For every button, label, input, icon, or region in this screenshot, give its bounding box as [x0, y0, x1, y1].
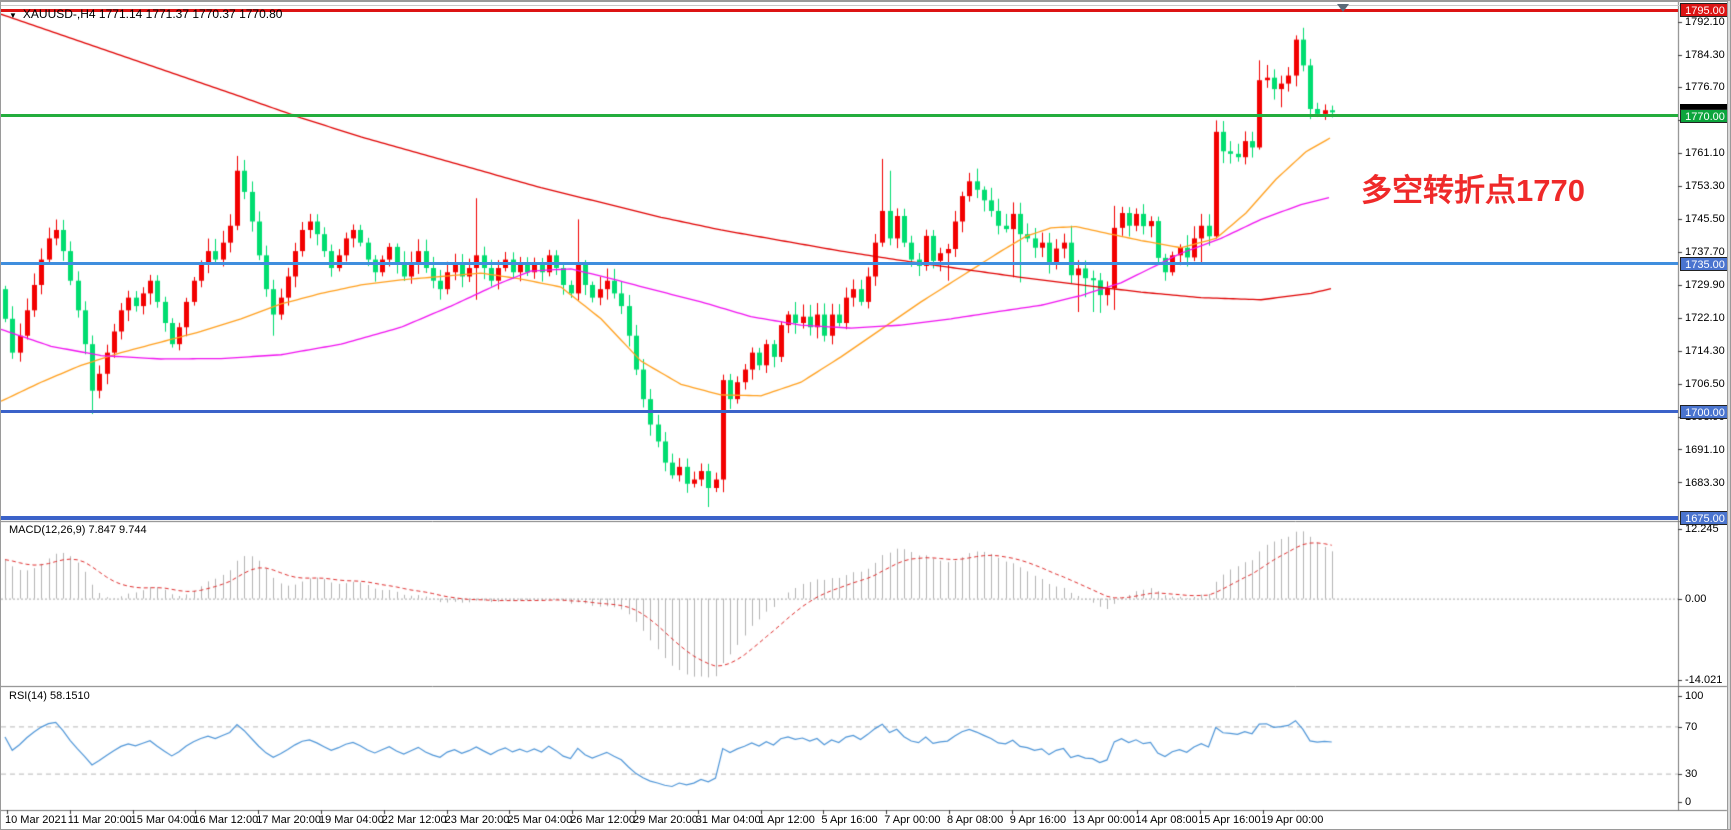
- time-axis-label: 17 Mar 20:00: [256, 814, 322, 826]
- rsi-indicator-label: RSI(14) 58.1510: [9, 690, 90, 702]
- rsi-scale-label: 0: [1685, 796, 1692, 808]
- chart-title: ▼ XAUUSD-,H4 1771.14 1771.37 1770.37 1770…: [9, 7, 282, 21]
- time-axis-label: 26 Mar 12:00: [570, 814, 636, 826]
- rsi-scale-label: 100: [1685, 690, 1704, 702]
- time-axis-label: 15 Mar 04:00: [130, 814, 196, 826]
- price-badge-resistance-1795: 1795.00: [1680, 3, 1730, 17]
- time-axis-label: 29 Mar 20:00: [633, 814, 698, 826]
- time-axis-label: 14 Apr 08:00: [1135, 814, 1198, 826]
- price-badge-pivot-1770: 1770.00: [1680, 108, 1730, 123]
- level-line-support-1675[interactable]: [1, 515, 1678, 520]
- price-axis-label: 1714.30: [1685, 345, 1725, 358]
- time-axis-label: 22 Mar 12:00: [381, 814, 447, 826]
- time-axis-label: 15 Apr 16:00: [1198, 814, 1261, 826]
- level-line-support-1700[interactable]: [1, 410, 1678, 414]
- price-axis-label: 1792.10: [1685, 16, 1725, 29]
- price-axis-label: 1729.90: [1685, 279, 1725, 292]
- time-axis-label: 11 Mar 20:00: [67, 814, 132, 826]
- time-axis-label: 1 Apr 12:00: [758, 814, 815, 826]
- time-axis-label: 5 Apr 16:00: [821, 814, 878, 826]
- level-line-support-1735[interactable]: [1, 262, 1678, 266]
- window-top-border: [1, 1, 1730, 2]
- chart-shift-triangle-icon[interactable]: [1337, 4, 1349, 12]
- time-axis-label: 31 Mar 04:00: [695, 814, 761, 826]
- price-axis-label: 1706.50: [1685, 378, 1725, 391]
- price-axis-label: 1691.10: [1685, 443, 1725, 456]
- time-axis-label: 7 Apr 00:00: [884, 814, 941, 826]
- price-axis-label: 1761.10: [1685, 147, 1725, 160]
- window-inner-border: [1, 5, 1730, 6]
- time-axis-label: 13 Apr 00:00: [1072, 814, 1135, 826]
- macd-scale-label: 0.00: [1685, 593, 1707, 605]
- bid-price-marker: [1680, 104, 1730, 112]
- time-axis-label: 25 Mar 04:00: [507, 814, 573, 826]
- macd-scale-label: 12.245: [1685, 523, 1719, 535]
- price-axis-label: 1745.50: [1685, 213, 1725, 226]
- price-badge-support-1675: 1675.00: [1680, 510, 1730, 525]
- symbol-dropdown-icon[interactable]: ▼: [9, 11, 17, 20]
- level-line-resistance-1795[interactable]: [1, 8, 1678, 12]
- window-right-strip: [1727, 1, 1730, 829]
- time-axis-label: 10 Mar 2021: [5, 814, 67, 826]
- macd-scale-label: -14.021: [1685, 674, 1723, 686]
- price-axis-label: 1753.30: [1685, 180, 1725, 193]
- price-badge-support-1735: 1735.00: [1680, 256, 1730, 271]
- macd-indicator-label: MACD(12,26,9) 7.847 9.744: [9, 524, 147, 536]
- price-axis-label: 1784.30: [1685, 49, 1725, 62]
- time-axis-label: 19 Apr 00:00: [1261, 814, 1324, 826]
- chart-title-text: XAUUSD-,H4 1771.14 1771.37 1770.37 1770.…: [22, 7, 283, 21]
- annotation-text: 多空转折点1770: [1361, 173, 1585, 208]
- time-axis-label: 9 Apr 16:00: [1009, 814, 1067, 826]
- rsi-scale-label: 70: [1685, 721, 1698, 733]
- time-axis-label: 19 Mar 04:00: [319, 814, 384, 826]
- price-badge-support-1700: 1700.00: [1680, 404, 1730, 419]
- time-axis-label: 23 Mar 20:00: [444, 814, 510, 826]
- price-axis-label: 1722.10: [1685, 312, 1725, 325]
- level-line-pivot-1770[interactable]: [1, 114, 1678, 118]
- price-axis-label: 1737.70: [1685, 246, 1725, 259]
- rsi-scale-label: 30: [1685, 768, 1698, 780]
- time-axis-label: 8 Apr 08:00: [947, 814, 1004, 826]
- price-axis-label: 1776.70: [1685, 81, 1725, 94]
- time-axis-label: 16 Mar 12:00: [193, 814, 259, 826]
- price-axis-label: 1683.30: [1685, 476, 1725, 489]
